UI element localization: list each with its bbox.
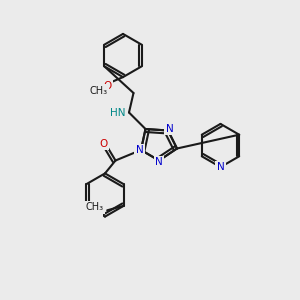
Text: HN: HN bbox=[110, 107, 125, 118]
Text: N: N bbox=[217, 162, 224, 172]
Text: O: O bbox=[99, 139, 108, 149]
Text: O: O bbox=[104, 81, 112, 91]
Text: N: N bbox=[155, 157, 163, 167]
Text: N: N bbox=[136, 145, 143, 155]
Text: O: O bbox=[94, 205, 102, 215]
Text: CH₃: CH₃ bbox=[85, 202, 103, 212]
Text: CH₃: CH₃ bbox=[90, 85, 108, 96]
Text: N: N bbox=[166, 124, 173, 134]
